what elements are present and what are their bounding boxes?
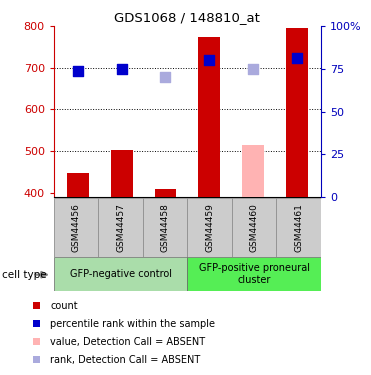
Bar <box>67 173 89 197</box>
Point <box>294 55 300 61</box>
Point <box>206 57 212 63</box>
Text: count: count <box>50 301 78 310</box>
Title: GDS1068 / 148810_at: GDS1068 / 148810_at <box>114 11 260 24</box>
Point <box>250 66 256 72</box>
Bar <box>54 198 98 257</box>
Text: value, Detection Call = ABSENT: value, Detection Call = ABSENT <box>50 337 205 346</box>
Bar <box>242 145 264 197</box>
Bar <box>54 257 187 291</box>
Text: GSM44460: GSM44460 <box>250 203 259 252</box>
Point <box>162 74 168 80</box>
Bar <box>111 150 132 197</box>
Bar <box>276 198 321 257</box>
Point <box>75 68 81 74</box>
Text: GSM44459: GSM44459 <box>205 203 214 252</box>
Bar <box>187 198 232 257</box>
Text: percentile rank within the sample: percentile rank within the sample <box>50 319 215 328</box>
Text: GSM44456: GSM44456 <box>72 203 81 252</box>
Bar <box>98 198 143 257</box>
Text: GSM44458: GSM44458 <box>161 203 170 252</box>
Bar <box>187 257 321 291</box>
Text: GSM44461: GSM44461 <box>294 203 303 252</box>
Bar <box>198 37 220 197</box>
Bar <box>143 198 187 257</box>
Text: GSM44457: GSM44457 <box>116 203 125 252</box>
Bar <box>286 28 308 197</box>
Text: cell type: cell type <box>2 270 46 280</box>
Text: GFP-positive proneural
cluster: GFP-positive proneural cluster <box>198 263 310 285</box>
Bar <box>154 189 176 197</box>
Text: GFP-negative control: GFP-negative control <box>70 269 171 279</box>
Bar <box>232 198 276 257</box>
Point <box>119 66 125 72</box>
Text: rank, Detection Call = ABSENT: rank, Detection Call = ABSENT <box>50 355 200 364</box>
